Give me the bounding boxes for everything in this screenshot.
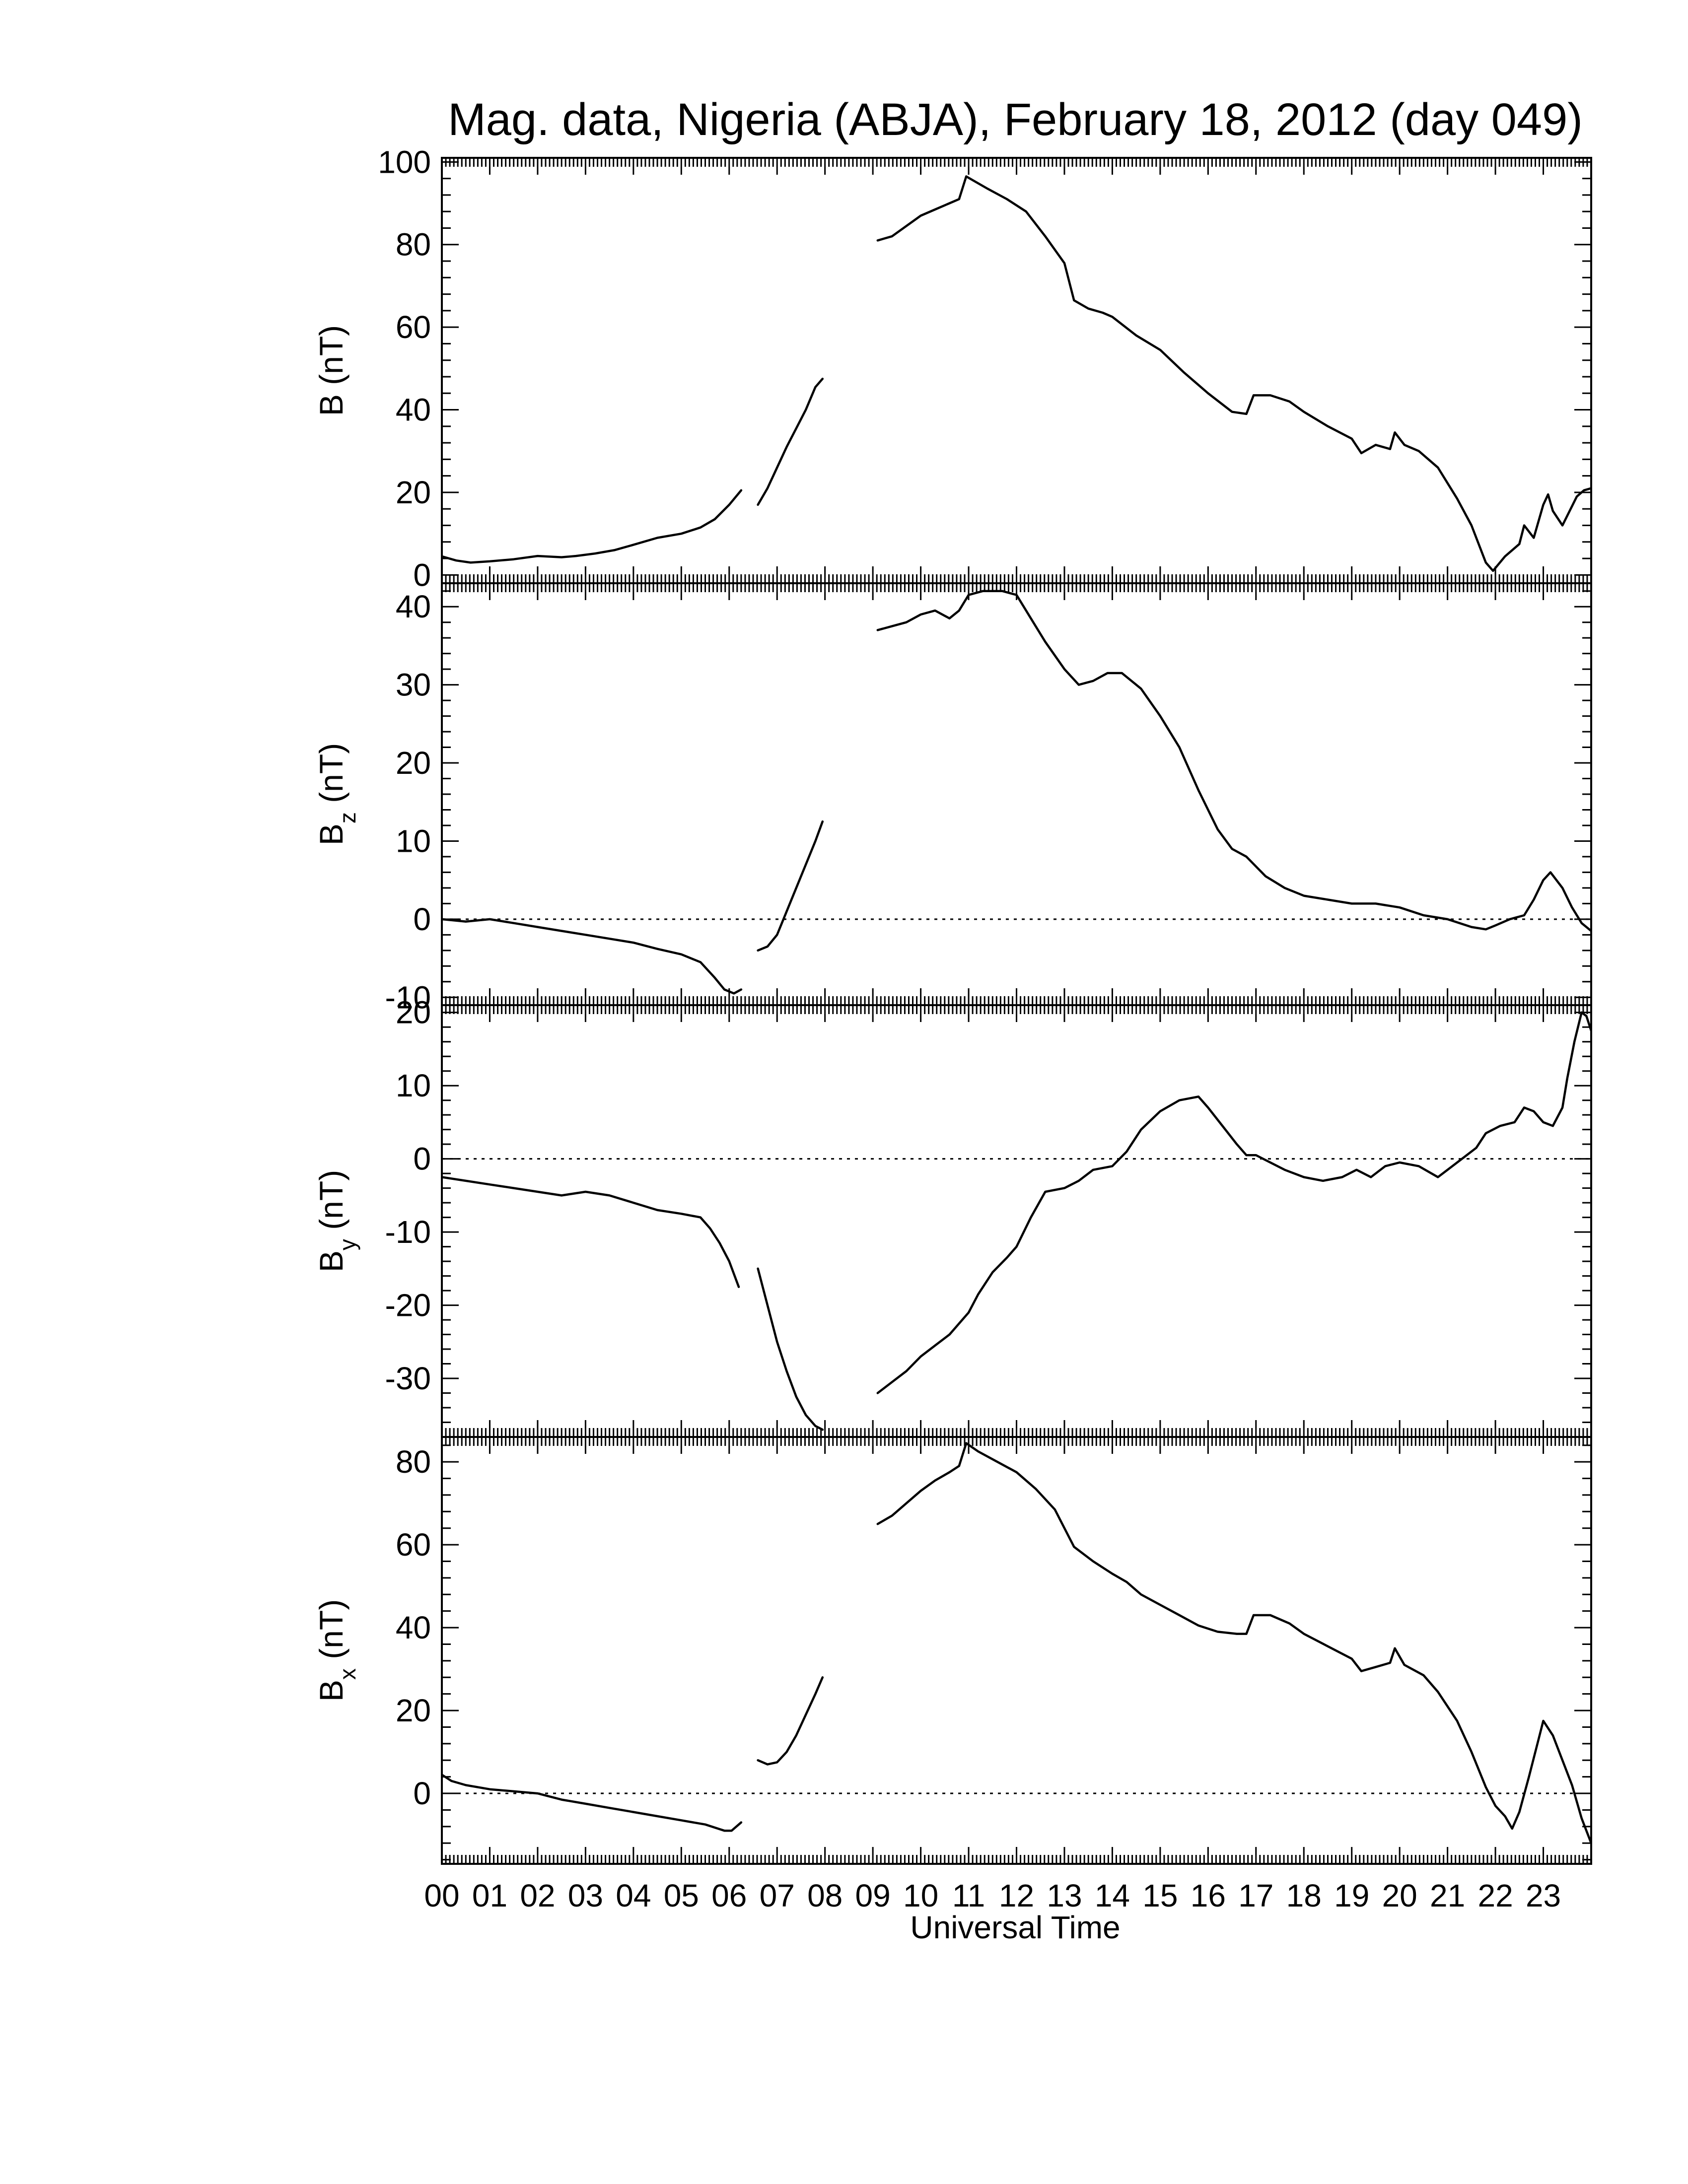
- x-tick-label: 11: [952, 1878, 985, 1913]
- y-tick-label: 20: [396, 475, 431, 510]
- x-tick-label: 15: [1142, 1878, 1178, 1913]
- x-tick-label: 21: [1430, 1878, 1465, 1913]
- series-by-trace: [757, 1267, 824, 1431]
- series-b-trace: [876, 175, 1591, 572]
- x-tick-label: 13: [1047, 1878, 1082, 1913]
- series-bx-trace: [876, 1442, 1591, 1844]
- y-tick-label: -30: [385, 1361, 431, 1396]
- y-tick-label: 0: [413, 901, 431, 937]
- panel-bx: 0 20 40 60 80 Bx (nT): [313, 1436, 1592, 1865]
- plot-frame: [441, 157, 1592, 584]
- x-tick-label: 07: [760, 1878, 795, 1913]
- y-axis-label: Bz (nT): [313, 743, 360, 845]
- y-axis-label: B (nT): [313, 325, 350, 416]
- y-tick-label: 30: [396, 667, 431, 703]
- y-tick-label: 60: [396, 309, 431, 345]
- series-bx-trace: [757, 1676, 824, 1766]
- x-tick-label: 03: [568, 1878, 603, 1913]
- x-tick-label: 18: [1286, 1878, 1322, 1913]
- y-tick-label: 0: [413, 1775, 431, 1811]
- series-bz-trace: [442, 918, 743, 995]
- y-tick-label: 40: [396, 589, 431, 624]
- x-axis-label: Universal Time: [910, 1910, 1120, 1945]
- series-by-trace: [876, 1011, 1591, 1394]
- y-tick-label: 10: [396, 823, 431, 859]
- y-tick-label: 100: [378, 144, 431, 180]
- y-tick-label: 0: [413, 557, 431, 593]
- y-tick-label: -10: [385, 1214, 431, 1250]
- x-tick-label: 04: [616, 1878, 651, 1913]
- y-tick-label: -10: [385, 979, 431, 1015]
- x-tick-label: 00: [424, 1878, 459, 1913]
- y-tick-label: 10: [396, 1068, 431, 1103]
- series-by-trace: [442, 1176, 740, 1288]
- plot-frame: [441, 582, 1592, 1006]
- series-bz-trace: [876, 590, 1591, 932]
- x-tick-label: 20: [1382, 1878, 1417, 1913]
- x-tick-label: 01: [472, 1878, 507, 1913]
- chart-title: Mag. data, Nigeria (ABJA), February 18, …: [448, 94, 1583, 145]
- panel-bz: -10 0 10 20 30 40 Bz (nT): [313, 582, 1592, 1015]
- y-tick-label: 20: [396, 995, 431, 1030]
- series-bx-trace: [442, 1774, 743, 1832]
- x-tick-label: 23: [1526, 1878, 1561, 1913]
- y-tick-label: 40: [396, 1610, 431, 1645]
- x-tick-label: 12: [999, 1878, 1034, 1913]
- y-tick-label: 20: [396, 745, 431, 781]
- x-tick-label: 14: [1095, 1878, 1130, 1913]
- x-tick-label: 06: [711, 1878, 747, 1913]
- x-tick-label: 16: [1191, 1878, 1226, 1913]
- series-b-trace: [442, 489, 743, 564]
- y-tick-label: 0: [413, 1141, 431, 1177]
- y-tick-label: -20: [385, 1288, 431, 1323]
- x-tick-label: 08: [807, 1878, 843, 1913]
- y-tick-label: 60: [396, 1527, 431, 1563]
- series-bz-trace: [757, 820, 824, 952]
- x-tick-label: 19: [1334, 1878, 1369, 1913]
- x-tick-label: 22: [1477, 1878, 1513, 1913]
- panel-by: -30 -20 -10 0 10 20 By (nT): [313, 995, 1592, 1438]
- x-tick-label: 09: [855, 1878, 891, 1913]
- y-tick-label: 20: [396, 1693, 431, 1728]
- y-tick-label: 80: [396, 227, 431, 263]
- plot-frame: [441, 1436, 1592, 1865]
- series-b-trace: [757, 377, 824, 506]
- x-tick-label: 05: [664, 1878, 699, 1913]
- x-tick-label: 02: [520, 1878, 555, 1913]
- plot-frame: [441, 1004, 1592, 1438]
- x-tick-labels: 00 01 02 03 04 05 06 07 08 09 10 11 12 13 14 15 16 17 18 19…: [424, 1878, 1561, 1913]
- y-axis-label: Bx (nT): [313, 1599, 360, 1702]
- panel-b: 0 20 40 60 80 100 B (nT): [313, 144, 1592, 593]
- x-tick-label: 10: [903, 1878, 938, 1913]
- y-axis-label: By (nT): [313, 1170, 360, 1272]
- x-tick-label: 17: [1238, 1878, 1273, 1913]
- y-tick-label: 80: [396, 1444, 431, 1480]
- y-tick-label: 40: [396, 392, 431, 428]
